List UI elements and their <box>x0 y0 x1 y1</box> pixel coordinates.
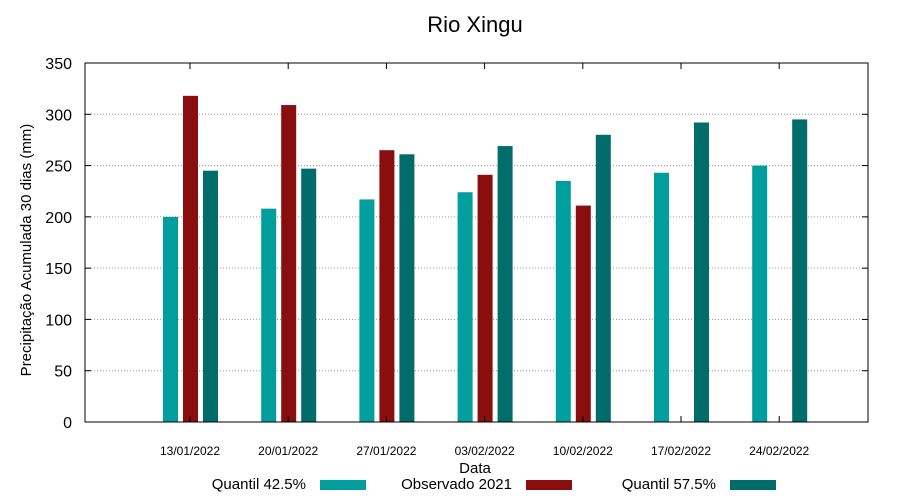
plot-frame <box>84 62 869 423</box>
x-tick-label: 24/02/2022 <box>749 444 809 458</box>
y-tick-label: 200 <box>45 210 72 227</box>
bar-quantil-42-5 <box>359 199 375 422</box>
legend-swatch <box>320 480 366 490</box>
legend-label: Quantil 42.5% <box>212 476 306 493</box>
bar-quantil-42-5 <box>654 172 669 422</box>
x-axis-label: Data <box>459 460 491 477</box>
bar-observado-2021 <box>183 95 198 422</box>
x-tick-label: 03/02/2022 <box>455 444 515 458</box>
x-tick-label: 13/01/2022 <box>160 444 220 458</box>
bar-quantil-57-5 <box>792 119 808 423</box>
bar-quantil-57-5 <box>301 168 317 422</box>
y-tick-label: 100 <box>45 312 72 329</box>
grid <box>85 113 868 372</box>
legend: Quantil 42.5% Observado 2021 Quantil 57.5% <box>212 476 776 493</box>
bar-quantil-57-5 <box>203 170 218 422</box>
y-tick-label: 350 <box>45 56 72 73</box>
legend-label: Quantil 57.5% <box>622 476 716 493</box>
bar-observado-2021 <box>477 174 493 422</box>
bar-quantil-42-5 <box>457 192 473 422</box>
x-tick-label: 20/01/2022 <box>258 444 318 458</box>
x-tick-label: 17/02/2022 <box>651 444 711 458</box>
x-axis-ticks: 13/01/2022 20/01/2022 27/01/2022 03/02/2022… <box>160 63 810 458</box>
y-axis-ticks: 0 50 100 150 200 250 300 350 <box>45 56 868 432</box>
bar-observado-2021 <box>379 150 395 422</box>
bar-quantil-57-5 <box>694 122 709 423</box>
legend-swatch <box>730 480 776 490</box>
bar-quantil-42-5 <box>555 180 571 422</box>
legend-label: Observado 2021 <box>401 476 512 493</box>
bar-quantil-57-5 <box>399 154 415 422</box>
x-tick-label: 10/02/2022 <box>553 444 613 458</box>
y-tick-label: 150 <box>45 261 72 278</box>
x-tick-label: 27/01/2022 <box>356 444 416 458</box>
chart-title: Rio Xingu <box>427 12 522 37</box>
y-tick-label: 0 <box>63 415 72 432</box>
bar-observado-2021 <box>281 105 297 422</box>
legend-swatch <box>526 480 572 490</box>
bar-quantil-42-5 <box>752 165 768 423</box>
bar-quantil-57-5 <box>595 134 611 423</box>
bar-quantil-57-5 <box>497 146 513 422</box>
y-tick-label: 50 <box>54 364 72 381</box>
bar-observado-2021 <box>575 205 591 422</box>
y-tick-label: 300 <box>45 107 72 124</box>
y-axis-label: Precipitação Acumulada 30 dias (mm) <box>18 124 35 377</box>
bars <box>163 95 808 423</box>
y-tick-label: 250 <box>45 159 72 176</box>
bar-quantil-42-5 <box>163 216 178 422</box>
bar-quantil-42-5 <box>261 208 277 422</box>
